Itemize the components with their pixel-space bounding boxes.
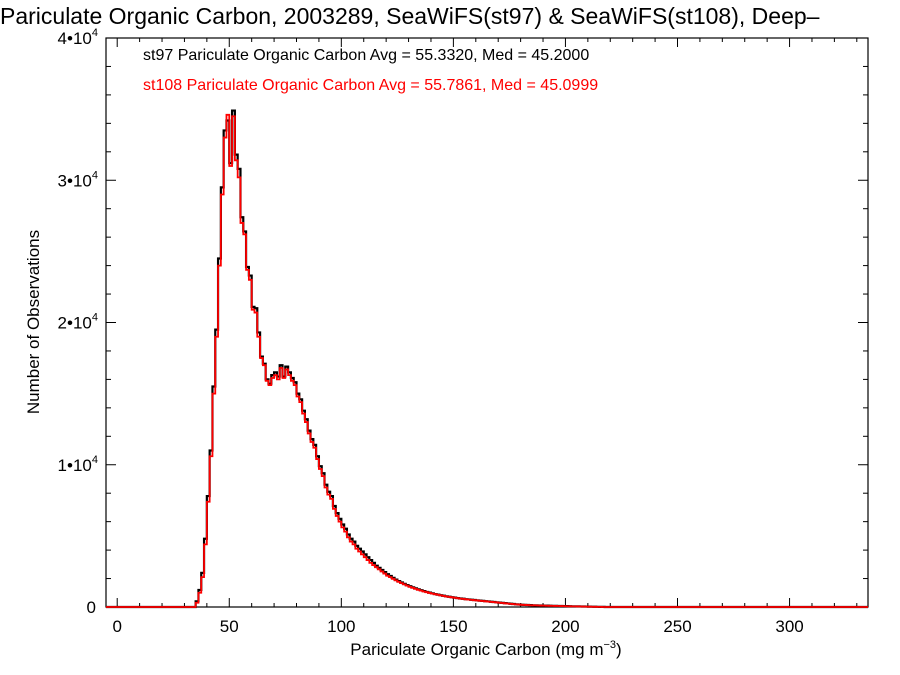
chart-title: Pariculate Organic Carbon, 2003289, SeaW…: [0, 3, 820, 29]
x-tick-label: 100: [327, 617, 355, 636]
x-tick-label: 250: [663, 617, 691, 636]
y-tick-exponent: 4: [92, 454, 98, 466]
x-axis-label: Pariculate Organic Carbon (mg m−3): [350, 639, 621, 659]
y-tick-mantissa: 1•10: [58, 456, 92, 475]
x-tick-label: 0: [112, 617, 121, 636]
y-tick-exponent: 4: [92, 169, 98, 181]
y-tick-label: 3•104: [58, 169, 98, 190]
y-tick-label: 0: [87, 598, 96, 617]
x-axis-label-tail: ): [616, 640, 622, 659]
y-tick-label: 4•104: [58, 27, 98, 48]
y-tick-mantissa: 2•10: [58, 314, 92, 333]
x-tick-label: 50: [220, 617, 239, 636]
y-tick-exponent: 4: [92, 312, 98, 324]
x-tick-label: 200: [551, 617, 579, 636]
y-tick-label: 1•104: [58, 454, 98, 475]
y-axis-label: Number of Observations: [24, 230, 43, 414]
x-axis-label-text: Pariculate Organic Carbon (mg m: [350, 640, 603, 659]
x-tick-label: 150: [439, 617, 467, 636]
series-line-st97: [106, 109, 868, 609]
y-tick-mantissa: 4•10: [58, 29, 92, 48]
legend-entry-st108: st108 Pariculate Organic Carbon Avg = 55…: [143, 77, 598, 94]
x-axis-label-superscript: −3: [604, 639, 617, 651]
y-tick-exponent: 4: [92, 27, 98, 39]
y-tick-mantissa: 0: [87, 598, 96, 617]
y-tick-label: 2•104: [58, 312, 98, 333]
x-tick-label: 300: [775, 617, 803, 636]
legend-entry-st97: st97 Pariculate Organic Carbon Avg = 55.…: [143, 47, 589, 64]
x-axis-ticks: 0 50 100 150 200 250 300: [112, 38, 858, 636]
plot-frame: [105, 37, 869, 608]
series-layer: [106, 109, 868, 609]
y-tick-mantissa: 3•10: [58, 171, 92, 190]
series-line-st108: [106, 113, 868, 608]
